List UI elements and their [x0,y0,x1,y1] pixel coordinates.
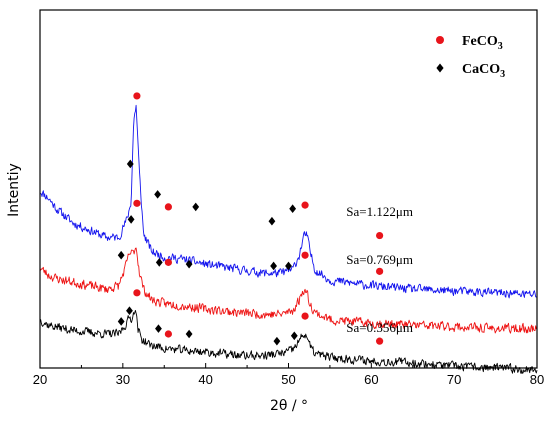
legend-label: CaCO3 [462,62,505,80]
legend: FeCO3 CaCO3 [436,34,505,80]
feco3-marker [164,330,172,338]
x-tick-label: 50 [281,372,295,387]
series-group: Sa=1.122μm [39,92,538,299]
legend-caco3-marker [436,63,444,73]
feco3-marker [376,231,384,240]
caco3-marker [185,259,193,269]
x-axis: 20 30 40 50 60 70 80 [33,363,544,387]
feco3-marker [164,258,172,266]
caco3-marker [192,202,200,212]
feco3-marker [376,267,384,275]
feco3-marker [133,289,141,297]
caco3-marker [268,216,276,226]
series-line [39,247,538,334]
caco3-marker [117,250,125,260]
feco3-marker [133,199,141,207]
caco3-marker [285,261,292,271]
caco3-marker [273,336,281,346]
x-tick-label: 80 [530,372,544,387]
legend-feco3-marker [436,36,444,44]
caco3-marker [155,324,162,333]
caco3-marker [270,261,277,271]
sample-label: Sa=1.122μm [346,204,413,219]
series-group: Sa=0.356μm [39,289,538,375]
feco3-marker [133,92,141,100]
x-axis-title: 2θ / ° [270,398,308,414]
sample-label: Sa=0.356μm [346,320,413,335]
caco3-marker [126,306,133,316]
x-tick-label: 40 [198,372,212,387]
y-axis-title: Intentiy [6,163,22,217]
legend-label: FeCO3 [462,34,503,52]
feco3-marker [376,337,384,345]
feco3-marker [301,201,309,209]
caco3-marker [290,331,298,341]
x-tick-label: 30 [116,372,130,387]
feco3-marker [301,251,309,259]
series-group: Sa=0.769μm [39,199,538,334]
caco3-marker [127,215,135,224]
x-tick-label: 60 [364,372,378,387]
caco3-marker [154,190,162,199]
feco3-marker [301,312,309,320]
caco3-marker [117,317,125,326]
caco3-marker [185,329,193,339]
x-tick-label: 20 [33,372,47,387]
caco3-marker [155,258,163,267]
x-tick-label: 70 [447,372,461,387]
series-line [39,104,538,299]
caco3-marker [126,159,134,169]
feco3-marker [164,203,172,211]
plot-area: Sa=1.122μm Sa=0.769μm Sa=0.356μm [39,92,538,375]
sample-label: Sa=0.769μm [346,252,413,267]
caco3-marker [289,204,297,213]
